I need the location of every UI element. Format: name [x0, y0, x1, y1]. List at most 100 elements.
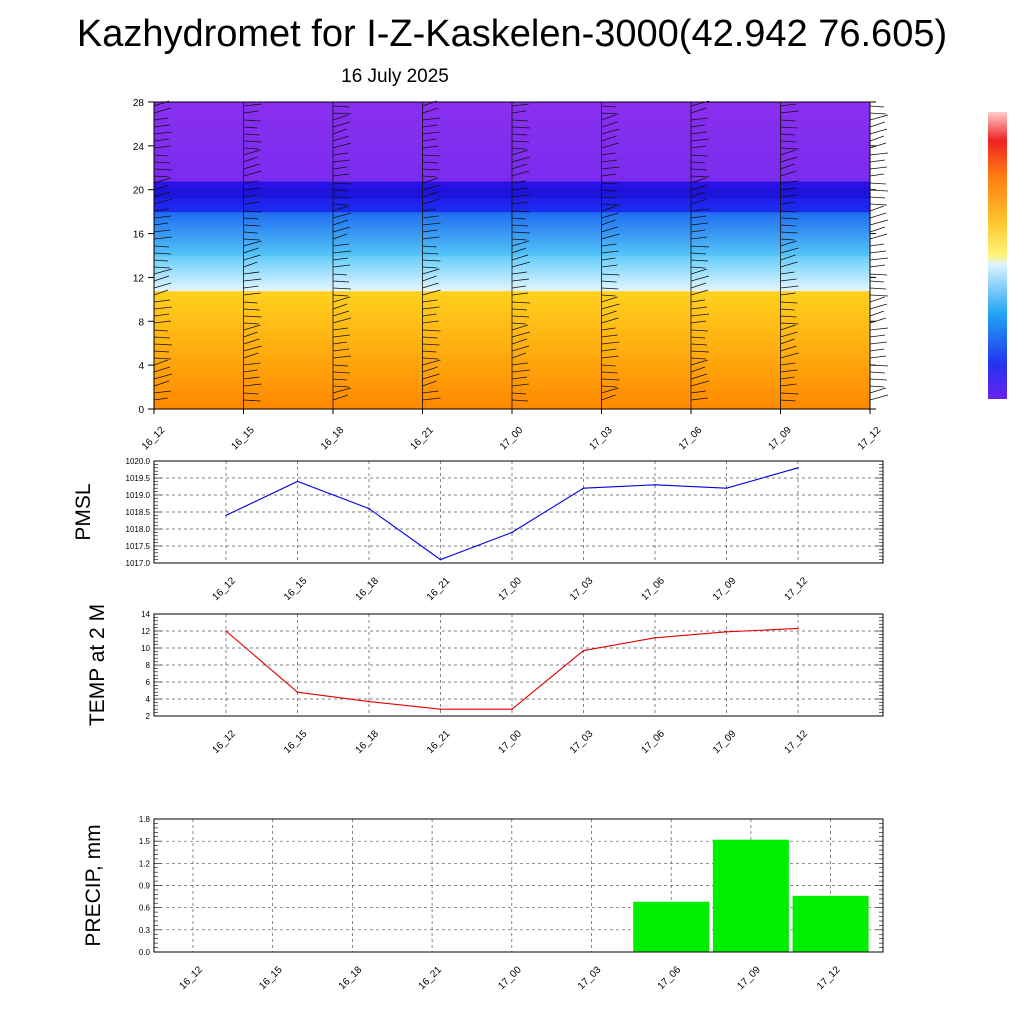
y-axis-title: TEMP at 2 M — [86, 604, 109, 726]
x-tick-label: 17_06 — [640, 728, 668, 756]
wind-barb — [601, 280, 617, 283]
wind-barb — [243, 194, 258, 198]
wind-barb — [332, 121, 351, 128]
y-tick-label: 1.5 — [139, 837, 151, 846]
wind-barb — [332, 159, 351, 163]
x-tick-label: 17_12 — [783, 728, 811, 756]
wind-barb — [601, 348, 617, 352]
wind-barb — [869, 182, 887, 185]
data-point — [439, 558, 442, 561]
wind-barb — [690, 299, 706, 303]
wind-barb — [422, 177, 439, 184]
wind-barb — [780, 180, 799, 184]
wind-barb — [153, 289, 169, 296]
wind-barb — [332, 296, 351, 303]
wind-barb — [780, 362, 796, 366]
wind-barb — [869, 273, 888, 276]
wind-barb — [780, 187, 796, 191]
wind-barb — [869, 394, 889, 401]
wind-barb — [422, 299, 438, 303]
precip-bar — [712, 839, 789, 952]
wind-barb — [153, 184, 169, 191]
wind-barb — [780, 315, 797, 318]
wind-barb — [869, 294, 889, 297]
wind-barb — [690, 350, 710, 353]
wind-barb — [153, 107, 172, 114]
wind-barb — [869, 280, 885, 283]
wind-barb — [332, 280, 350, 283]
data-point — [225, 630, 227, 632]
wind-barb — [690, 343, 708, 346]
wind-barb — [153, 306, 173, 310]
x-tick-label: 16_12 — [178, 964, 206, 992]
x-tick-label: 17_00 — [497, 728, 525, 756]
wind-barb — [243, 352, 259, 359]
y-tick-label: 6 — [146, 678, 151, 687]
wind-barb — [690, 117, 709, 121]
x-tick-label: 16_18 — [354, 728, 382, 756]
chart-title: Kazhydromet for I-Z-Kaskelen-3000(42.942… — [76, 13, 948, 55]
wind-barb — [422, 268, 440, 275]
wind-barb — [601, 166, 620, 170]
wind-barb — [601, 173, 617, 177]
wind-barb — [153, 145, 172, 149]
wind-barb — [690, 184, 709, 191]
wind-barb — [243, 110, 259, 114]
x-tick-label: 17_00 — [498, 425, 526, 453]
wind-barb — [332, 341, 348, 345]
x-tick-label: 16_15 — [282, 575, 310, 603]
wind-barb — [780, 308, 795, 311]
wind-barb — [153, 138, 170, 142]
wind-barb — [422, 229, 438, 233]
wind-barb — [422, 117, 441, 121]
wind-barb — [601, 182, 619, 185]
y-tick-label: 1018.5 — [126, 508, 151, 517]
wind-barb — [243, 392, 259, 395]
wind-barb — [422, 245, 437, 248]
wind-barb — [511, 201, 528, 205]
wind-barb — [690, 124, 706, 128]
wind-barb — [332, 196, 351, 199]
wind-barb — [243, 261, 258, 268]
wind-barb — [422, 252, 439, 255]
wind-barb — [601, 114, 616, 121]
wind-barb — [869, 257, 889, 261]
wind-barb — [332, 385, 350, 388]
y-tick-label: 20 — [133, 186, 145, 197]
wind-barb — [243, 119, 261, 122]
wind-barb — [332, 166, 348, 170]
wind-barb — [780, 126, 798, 129]
wind-barb — [780, 194, 798, 198]
wind-barb — [511, 285, 527, 289]
wind-barb — [422, 145, 439, 149]
x-tick-label: 17_03 — [568, 728, 596, 756]
wind-barb — [422, 131, 440, 135]
wind-barb — [332, 317, 352, 324]
data-point — [511, 531, 513, 534]
wind-barb — [243, 376, 260, 380]
wind-barb — [153, 117, 169, 121]
wind-barb — [243, 315, 262, 318]
wind-barb — [511, 238, 528, 241]
temp-panel: 2 4 6 8 10 12 14 16_12 16_15 16_18 16_21 17_00 17_03… — [86, 604, 884, 756]
wind-barb — [511, 308, 528, 311]
wind-barb — [690, 320, 707, 324]
data-point — [368, 507, 370, 510]
wind-barb — [780, 210, 797, 213]
wind-barb — [153, 299, 171, 303]
wind-barb — [601, 219, 616, 226]
y-tick-label: 1.8 — [139, 815, 151, 824]
wind-barb — [511, 254, 529, 261]
wind-barb — [511, 271, 528, 275]
wind-barb — [153, 343, 173, 346]
wind-barb — [153, 215, 172, 219]
data-point — [797, 467, 799, 469]
wind-barb — [869, 264, 886, 268]
x-tick-label: 16_15 — [257, 964, 285, 992]
data-point — [654, 637, 656, 639]
wind-barb — [601, 334, 618, 338]
wind-barb — [332, 355, 352, 359]
wind-barb — [511, 231, 531, 234]
wind-barb — [869, 205, 885, 212]
x-tick-label: 17_03 — [576, 964, 604, 992]
